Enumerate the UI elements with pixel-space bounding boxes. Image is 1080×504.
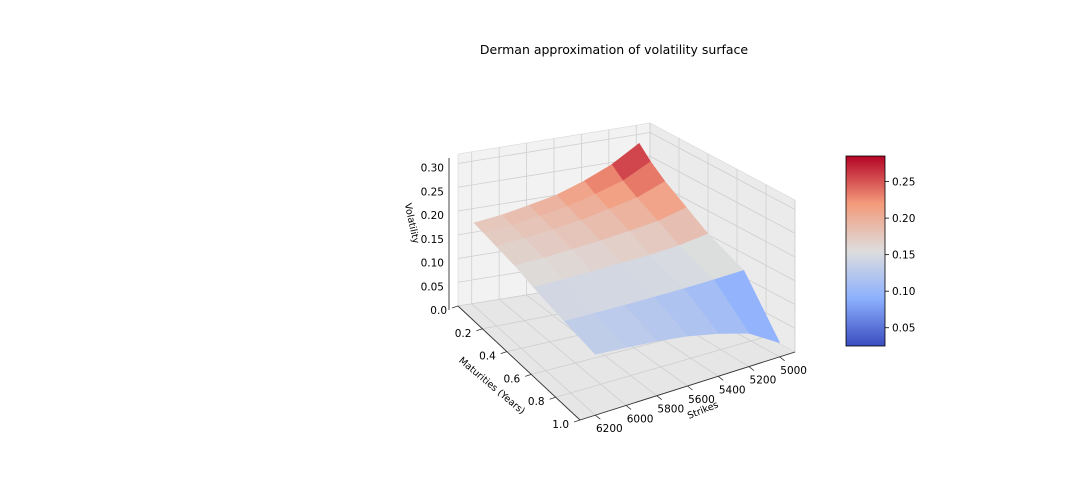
y-tick-mark <box>549 396 556 400</box>
x-tick-mark <box>779 356 785 362</box>
grid-line-x-floor <box>471 303 596 416</box>
x-tick-mark <box>748 366 755 371</box>
grid-line-y-floor <box>555 336 767 398</box>
y-tick-label: 0.8 <box>528 396 545 408</box>
z-axis-label: Volatility <box>402 202 421 245</box>
grid-line-z-right <box>649 132 796 210</box>
x-tick-label: 5400 <box>719 384 746 396</box>
y-tick-label: 0.4 <box>479 351 496 363</box>
z-tick-label: 0.30 <box>421 163 444 175</box>
z-tick-label: 0.20 <box>421 210 444 222</box>
x-tick-label: 6000 <box>627 413 654 425</box>
tick-labels: 50005200540056005800600062000.00.20.40.6… <box>421 163 807 436</box>
z-tick-label: 0.15 <box>421 234 444 246</box>
y-axis-line <box>457 305 581 421</box>
z-tick-label: 0.25 <box>421 186 444 198</box>
y-tick-mark <box>573 419 581 423</box>
surface-patch <box>563 313 627 355</box>
grid-line-z-left <box>457 132 651 164</box>
colorbar-ticks: 0.05 0.10 0.15 0.20 0.25 <box>885 177 915 335</box>
chart-title: Derman approximation of volatility surfa… <box>480 42 749 57</box>
x-tick-mark <box>656 395 663 401</box>
x-tick-mark <box>687 385 693 391</box>
colorbar-tick-label: 0.20 <box>892 213 915 225</box>
x-tick-label: 5600 <box>688 394 715 406</box>
x-tick-label: 6200 <box>596 423 623 435</box>
colorbar-tick-label: 0.10 <box>892 286 915 298</box>
y-tick-label: 1.0 <box>552 419 569 431</box>
y-tick-label: 0.6 <box>503 373 520 385</box>
colorbar-tick-label: 0.25 <box>892 177 915 189</box>
x-tick-mark <box>595 414 601 420</box>
y-tick-label: 0.0 <box>430 305 447 317</box>
x-tick-label: 5000 <box>780 365 807 377</box>
x-tick-label: 5800 <box>657 404 684 416</box>
x-tick-label: 5200 <box>750 375 777 387</box>
x-tick-mark <box>625 405 632 410</box>
x-tick-mark <box>717 375 724 381</box>
surface-plot <box>473 142 781 355</box>
y-tick-mark <box>451 305 459 309</box>
y-tick-label: 0.2 <box>455 328 472 340</box>
colorbar-tick-label: 0.15 <box>892 250 915 262</box>
colorbar-tick-label: 0.05 <box>892 323 915 335</box>
grid-line-z-right <box>649 155 796 234</box>
y-tick-mark <box>525 374 532 377</box>
y-tick-mark <box>476 328 483 332</box>
grid-line-x-floor <box>498 299 627 406</box>
y-axis-label: Maturities (Years) <box>456 355 527 417</box>
z-tick-label: 0.05 <box>421 281 444 293</box>
y-tick-mark <box>500 351 507 354</box>
colorbar <box>845 155 886 347</box>
z-tick-label: 0.10 <box>421 258 444 270</box>
